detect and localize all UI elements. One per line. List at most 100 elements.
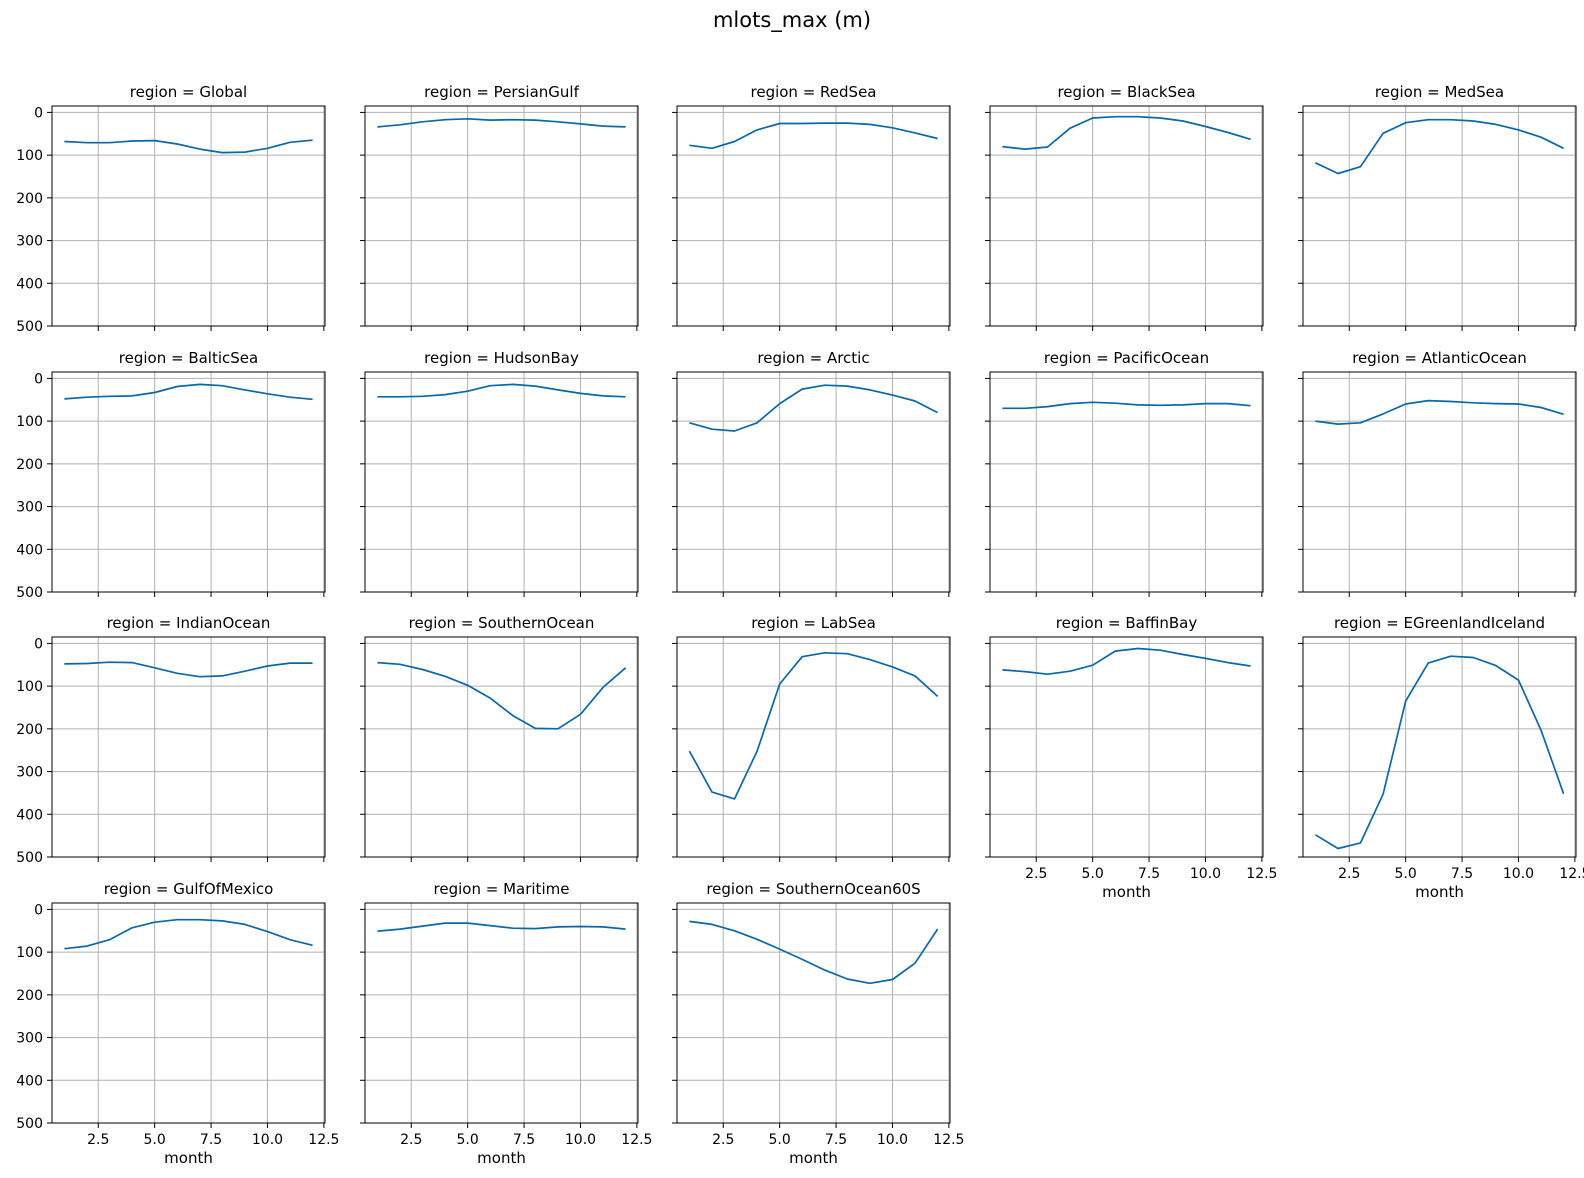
- series-line-egreenlandiceland: [1314, 655, 1565, 850]
- x-tick-label: 10.0: [252, 1132, 283, 1148]
- x-tick-label: 12.5: [1559, 866, 1584, 882]
- panel-title-egreenlandiceland: region = EGreenlandIceland: [1334, 614, 1545, 632]
- panel-grid: 0 100 200 300 400 500 region = Global region = …: [16, 83, 1584, 1167]
- y-tick-label: 400: [16, 542, 43, 558]
- y-tick-label: 200: [16, 988, 43, 1004]
- y-tick-label: 300: [16, 765, 43, 781]
- series-line-global: [64, 139, 313, 154]
- panel-persiangulf: region = PersianGulf: [360, 83, 639, 331]
- axes-frame: [676, 902, 951, 1124]
- panel-title-atlanticocean: region = AtlanticOcean: [1352, 349, 1527, 367]
- panel-title-balticsea: region = BalticSea: [119, 349, 258, 367]
- x-tick-label: 7.5: [825, 1132, 847, 1148]
- y-tick-label: 100: [16, 945, 43, 961]
- series-line-balticsea: [64, 383, 313, 401]
- x-tick-label: 2.5: [1338, 866, 1360, 882]
- y-tick-label: 0: [34, 105, 43, 121]
- series-line-pacificocean: [1002, 401, 1251, 410]
- series-line-redsea: [689, 122, 938, 150]
- axes-frame: [364, 636, 639, 858]
- x-tick-label: 2.5: [1025, 866, 1047, 882]
- panel-indianocean: 0 100 200 300 400 500 region = IndianOcean: [16, 614, 326, 866]
- x-tick-label: 10.0: [1503, 866, 1534, 882]
- x-tick-label: 2.5: [400, 1132, 422, 1148]
- axes-frame: [364, 371, 639, 593]
- x-axis-label: month: [1415, 883, 1464, 901]
- panel-title-blacksea: region = BlackSea: [1057, 83, 1195, 101]
- series-line-medsea: [1315, 118, 1564, 175]
- x-axis-label: month: [164, 1149, 213, 1167]
- y-tick-label: 200: [16, 457, 43, 473]
- x-tick-label: 12.5: [1246, 866, 1277, 882]
- axes-frame: [51, 371, 326, 593]
- y-tick-label: 100: [16, 679, 43, 695]
- axes-frame: [1302, 105, 1577, 327]
- x-tick-label: 7.5: [513, 1132, 535, 1148]
- panel-title-redsea: region = RedSea: [751, 83, 877, 101]
- axes-frame: [1302, 636, 1577, 858]
- y-tick-label: 100: [16, 414, 43, 430]
- x-axis-label: month: [477, 1149, 526, 1167]
- x-tick-label: 7.5: [1138, 866, 1160, 882]
- x-tick-label: 10.0: [877, 1132, 908, 1148]
- panel-blacksea: region = BlackSea: [985, 83, 1264, 331]
- panel-redsea: region = RedSea: [672, 83, 951, 331]
- y-tick-label: 300: [16, 1031, 43, 1047]
- x-tick-label: 7.5: [200, 1132, 222, 1148]
- panel-title-maritime: region = Maritime: [434, 880, 570, 898]
- series-line-blacksea: [1002, 115, 1251, 150]
- x-tick-label: 7.5: [1451, 866, 1473, 882]
- series-line-maritime: [377, 922, 626, 933]
- x-tick-label: 10.0: [1190, 866, 1221, 882]
- panel-southernocean60s: 2.5 5.0 7.5 10.0 12.5 region = SouthernOcean6…: [672, 880, 964, 1167]
- axes-frame: [364, 105, 639, 327]
- y-tick-label: 200: [16, 722, 43, 738]
- panel-arctic: region = Arctic: [672, 349, 951, 597]
- series-line-indianocean: [64, 661, 313, 678]
- y-tick-label: 400: [16, 276, 43, 292]
- panel-maritime: 2.5 5.0 7.5 10.0 12.5 region = Maritime month: [360, 880, 652, 1167]
- y-tick-label: 400: [16, 1073, 43, 1089]
- panel-title-baffinbay: region = BaffinBay: [1056, 614, 1198, 632]
- y-tick-label: 0: [34, 902, 43, 918]
- x-tick-label: 5.0: [1082, 866, 1104, 882]
- y-tick-label: 300: [16, 500, 43, 516]
- y-tick-label: 100: [16, 148, 43, 164]
- axes-frame: [51, 105, 326, 327]
- axes-frame: [1302, 371, 1577, 593]
- x-axis-label: month: [789, 1149, 838, 1167]
- figure-title: mlots_max (m): [713, 8, 871, 33]
- panel-title-persiangulf: region = PersianGulf: [424, 83, 579, 101]
- panel-hudsonbay: region = HudsonBay: [360, 349, 639, 597]
- panel-medsea: region = MedSea: [1298, 83, 1577, 331]
- panel-balticsea: 0 100 200 300 400 500 region = BalticSea: [16, 349, 326, 601]
- panel-atlanticocean: region = AtlanticOcean: [1298, 349, 1577, 597]
- panel-pacificocean: region = PacificOcean: [985, 349, 1264, 597]
- panel-gulfofmexico: 2.5 5.0 7.5 10.0 12.5 0 100 200 300 400 500 region …: [16, 880, 339, 1167]
- series-line-atlanticocean: [1315, 399, 1564, 425]
- y-tick-label: 0: [34, 636, 43, 652]
- series-line-gulfofmexico: [64, 918, 313, 950]
- x-tick-label: 5.0: [1395, 866, 1417, 882]
- x-tick-label: 5.0: [144, 1132, 166, 1148]
- y-tick-label: 400: [16, 807, 43, 823]
- x-tick-label: 5.0: [457, 1132, 479, 1148]
- panel-baffinbay: 2.5 5.0 7.5 10.0 12.5 region = BaffinBay month: [985, 614, 1277, 901]
- y-tick-label: 500: [16, 319, 43, 335]
- axes-frame: [989, 105, 1264, 327]
- panel-title-gulfofmexico: region = GulfOfMexico: [104, 880, 274, 898]
- panel-title-global: region = Global: [130, 83, 247, 101]
- axes-frame: [989, 636, 1264, 858]
- series-line-arctic: [689, 384, 938, 432]
- axes-frame: [364, 902, 639, 1124]
- panel-southernocean: region = SouthernOcean: [360, 614, 639, 862]
- y-tick-label: 300: [16, 234, 43, 250]
- panel-title-southernocean60s: region = SouthernOcean60S: [706, 880, 920, 898]
- y-tick-label: 0: [34, 371, 43, 387]
- axes-frame: [51, 902, 326, 1124]
- x-tick-label: 10.0: [565, 1132, 596, 1148]
- axes-frame: [676, 371, 951, 593]
- panel-title-medsea: region = MedSea: [1375, 83, 1504, 101]
- x-tick-label: 12.5: [933, 1132, 964, 1148]
